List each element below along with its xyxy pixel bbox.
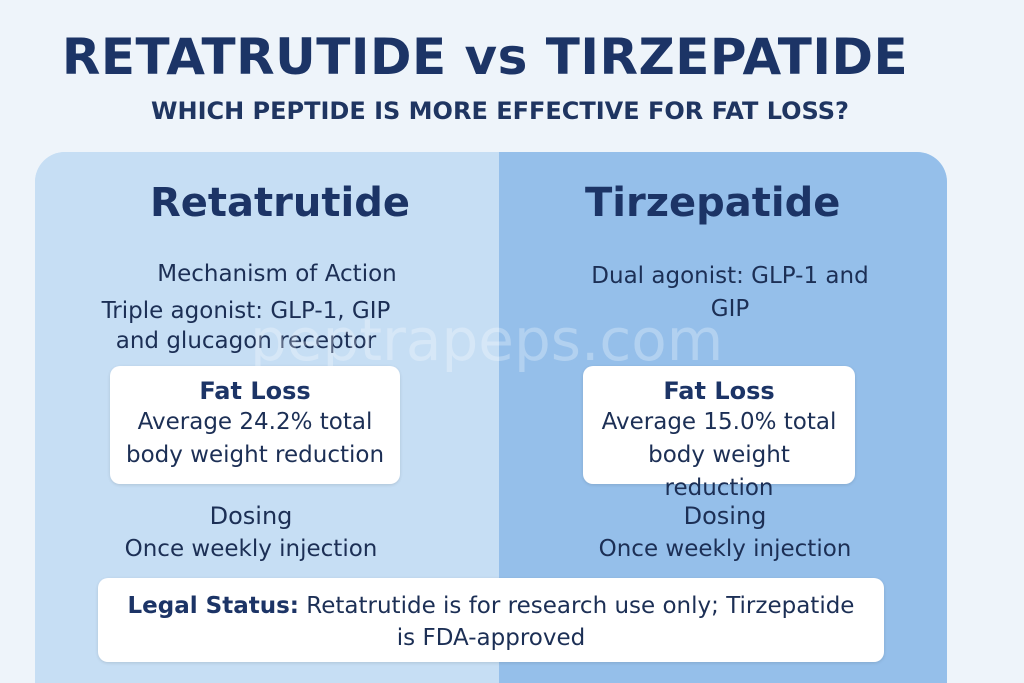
mechanism-label-text: Mechanism of Action bbox=[157, 261, 397, 287]
retatrutide-dosing: Dosing Once weekly injection bbox=[96, 500, 406, 566]
legal-status-text1: Retatrutide is for research use only; Ti… bbox=[306, 593, 855, 619]
legal-status-box: Legal Status: Retatrutide is for researc… bbox=[98, 578, 884, 662]
tirzepatide-dosing-value: Once weekly injection bbox=[598, 536, 852, 562]
tirzepatide-dosing: Dosing Once weekly injection bbox=[575, 500, 875, 566]
retatrutide-heading: Retatrutide bbox=[150, 180, 410, 226]
legal-status-text2: is FDA-approved bbox=[396, 625, 586, 651]
tirzepatide-dosing-label: Dosing bbox=[683, 502, 767, 530]
retatrutide-fat-loss-line1: Average 24.2% total bbox=[137, 409, 373, 435]
retatrutide-fat-loss-title: Fat Loss bbox=[199, 377, 311, 405]
mechanism-label: Mechanism of Action bbox=[100, 259, 444, 289]
tirzepatide-fat-loss-card: Fat Loss Average 15.0% total body weight… bbox=[583, 366, 855, 501]
tirzepatide-mechanism: Dual agonist: GLP-1 and GIP bbox=[570, 259, 890, 325]
tirzepatide-fat-loss-line2: body weight reduction bbox=[648, 442, 790, 501]
tirzepatide-fat-loss-line1: Average 15.0% total bbox=[601, 409, 837, 435]
retatrutide-mechanism-line2: and glucagon receptor bbox=[115, 328, 377, 354]
page-title: RETATRUTIDE vs TIRZEPATIDE bbox=[61, 28, 909, 86]
tirzepatide-fat-loss-title: Fat Loss bbox=[663, 377, 775, 405]
tirzepatide-heading: Tirzepatide bbox=[585, 180, 841, 226]
retatrutide-mechanism-line1: Triple agonist: GLP-1, GIP bbox=[101, 298, 391, 324]
tirzepatide-mechanism-line1: Dual agonist: GLP-1 and bbox=[591, 263, 869, 289]
tirzepatide-mechanism-line2: GIP bbox=[710, 296, 750, 322]
page-subtitle: WHICH PEPTIDE IS MORE EFFECTIVE FOR FAT … bbox=[151, 97, 849, 125]
retatrutide-dosing-value: Once weekly injection bbox=[124, 536, 378, 562]
legal-status-label: Legal Status: bbox=[127, 593, 299, 619]
retatrutide-fat-loss-line2: body weight reduction bbox=[125, 442, 385, 468]
retatrutide-fat-loss-card: Fat Loss Average 24.2% total body weight… bbox=[110, 366, 400, 484]
retatrutide-mechanism: Triple agonist: GLP-1, GIP and glucagon … bbox=[96, 296, 396, 356]
retatrutide-dosing-label: Dosing bbox=[209, 502, 293, 530]
legal-status-line1: Legal Status: Retatrutide is for researc… bbox=[98, 590, 884, 622]
